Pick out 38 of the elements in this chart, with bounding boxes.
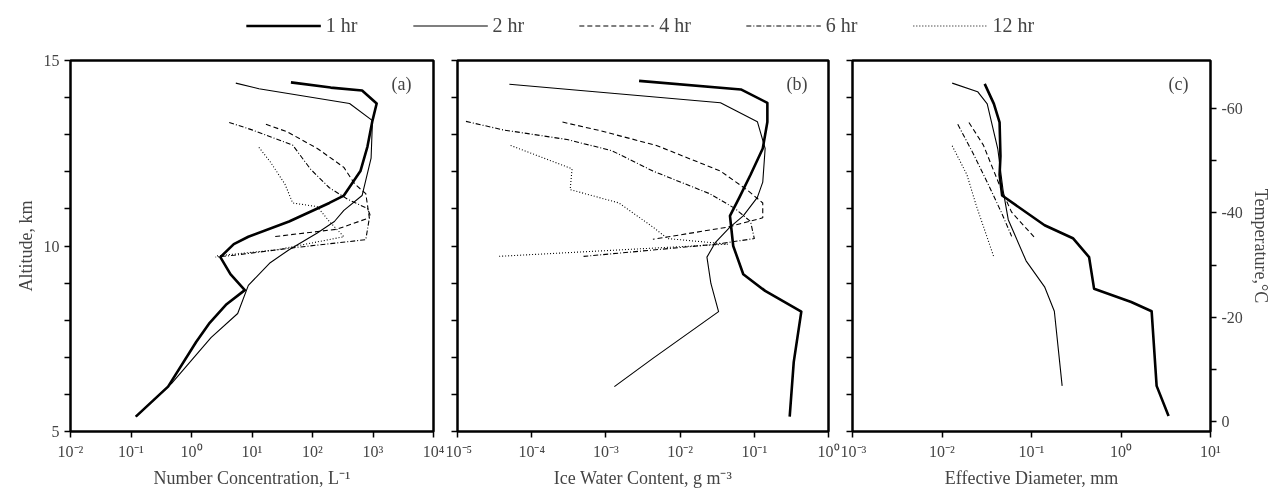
legend-label: 4 hr (659, 13, 691, 37)
x-tick-label: 10⁰ (1110, 442, 1132, 460)
annotation: (b) (786, 73, 808, 95)
x-tick-label: 10⁻¹ (1018, 442, 1045, 460)
annotation: (a) (391, 73, 412, 95)
legend-label: 6 hr (825, 13, 858, 37)
text: -60 (1221, 100, 1243, 118)
x-axis-title: Ice Water Content, g m⁻³ (553, 467, 733, 488)
text: 0 (1221, 413, 1230, 431)
x-tick-label: 10⁻¹ (118, 442, 145, 460)
annotation: (c) (1168, 73, 1189, 95)
y2-axis-title: Temperature,°C (1250, 188, 1271, 304)
y-tick-label: 15 (43, 52, 60, 69)
x-tick-label: 10¹ (1200, 442, 1222, 460)
x-tick-label: 10⁰ (180, 442, 203, 460)
x-tick-label: 10⁻³ (840, 442, 867, 460)
x-tick-label: 10¹ (241, 442, 263, 460)
legend-label: 12 hr (992, 13, 1035, 37)
y-tick-label: 5 (51, 423, 60, 440)
x-tick-label: 10⁻⁴ (518, 442, 546, 460)
x-tick-label: 10³ (362, 442, 384, 460)
y-tick-label: 10 (43, 237, 60, 255)
x-tick-label: 10² (302, 442, 324, 460)
x-tick-label: 10⁻² (57, 442, 84, 460)
x-tick-label: 10⁻⁵ (445, 442, 473, 460)
x-axis-title: Effective Diameter, mm (944, 467, 1119, 488)
x-axis-title: Number Concentration, L⁻¹ (153, 467, 351, 488)
x-tick-label: 10⁻³ (593, 442, 619, 460)
legend-label: 2 hr (492, 13, 525, 37)
x-tick-label: 10⁻² (667, 442, 694, 460)
x-tick-label: 10⁻² (929, 442, 956, 460)
x-tick-label: 10⁻¹ (741, 442, 768, 460)
text: -20 (1221, 308, 1243, 326)
text: -40 (1221, 204, 1243, 222)
legend-label: 1 hr (325, 13, 358, 37)
x-tick-label: 10⁰ (817, 442, 840, 460)
x-tick-label: 10⁴ (422, 442, 445, 460)
y-axis-title: Altitude, km (15, 200, 36, 292)
